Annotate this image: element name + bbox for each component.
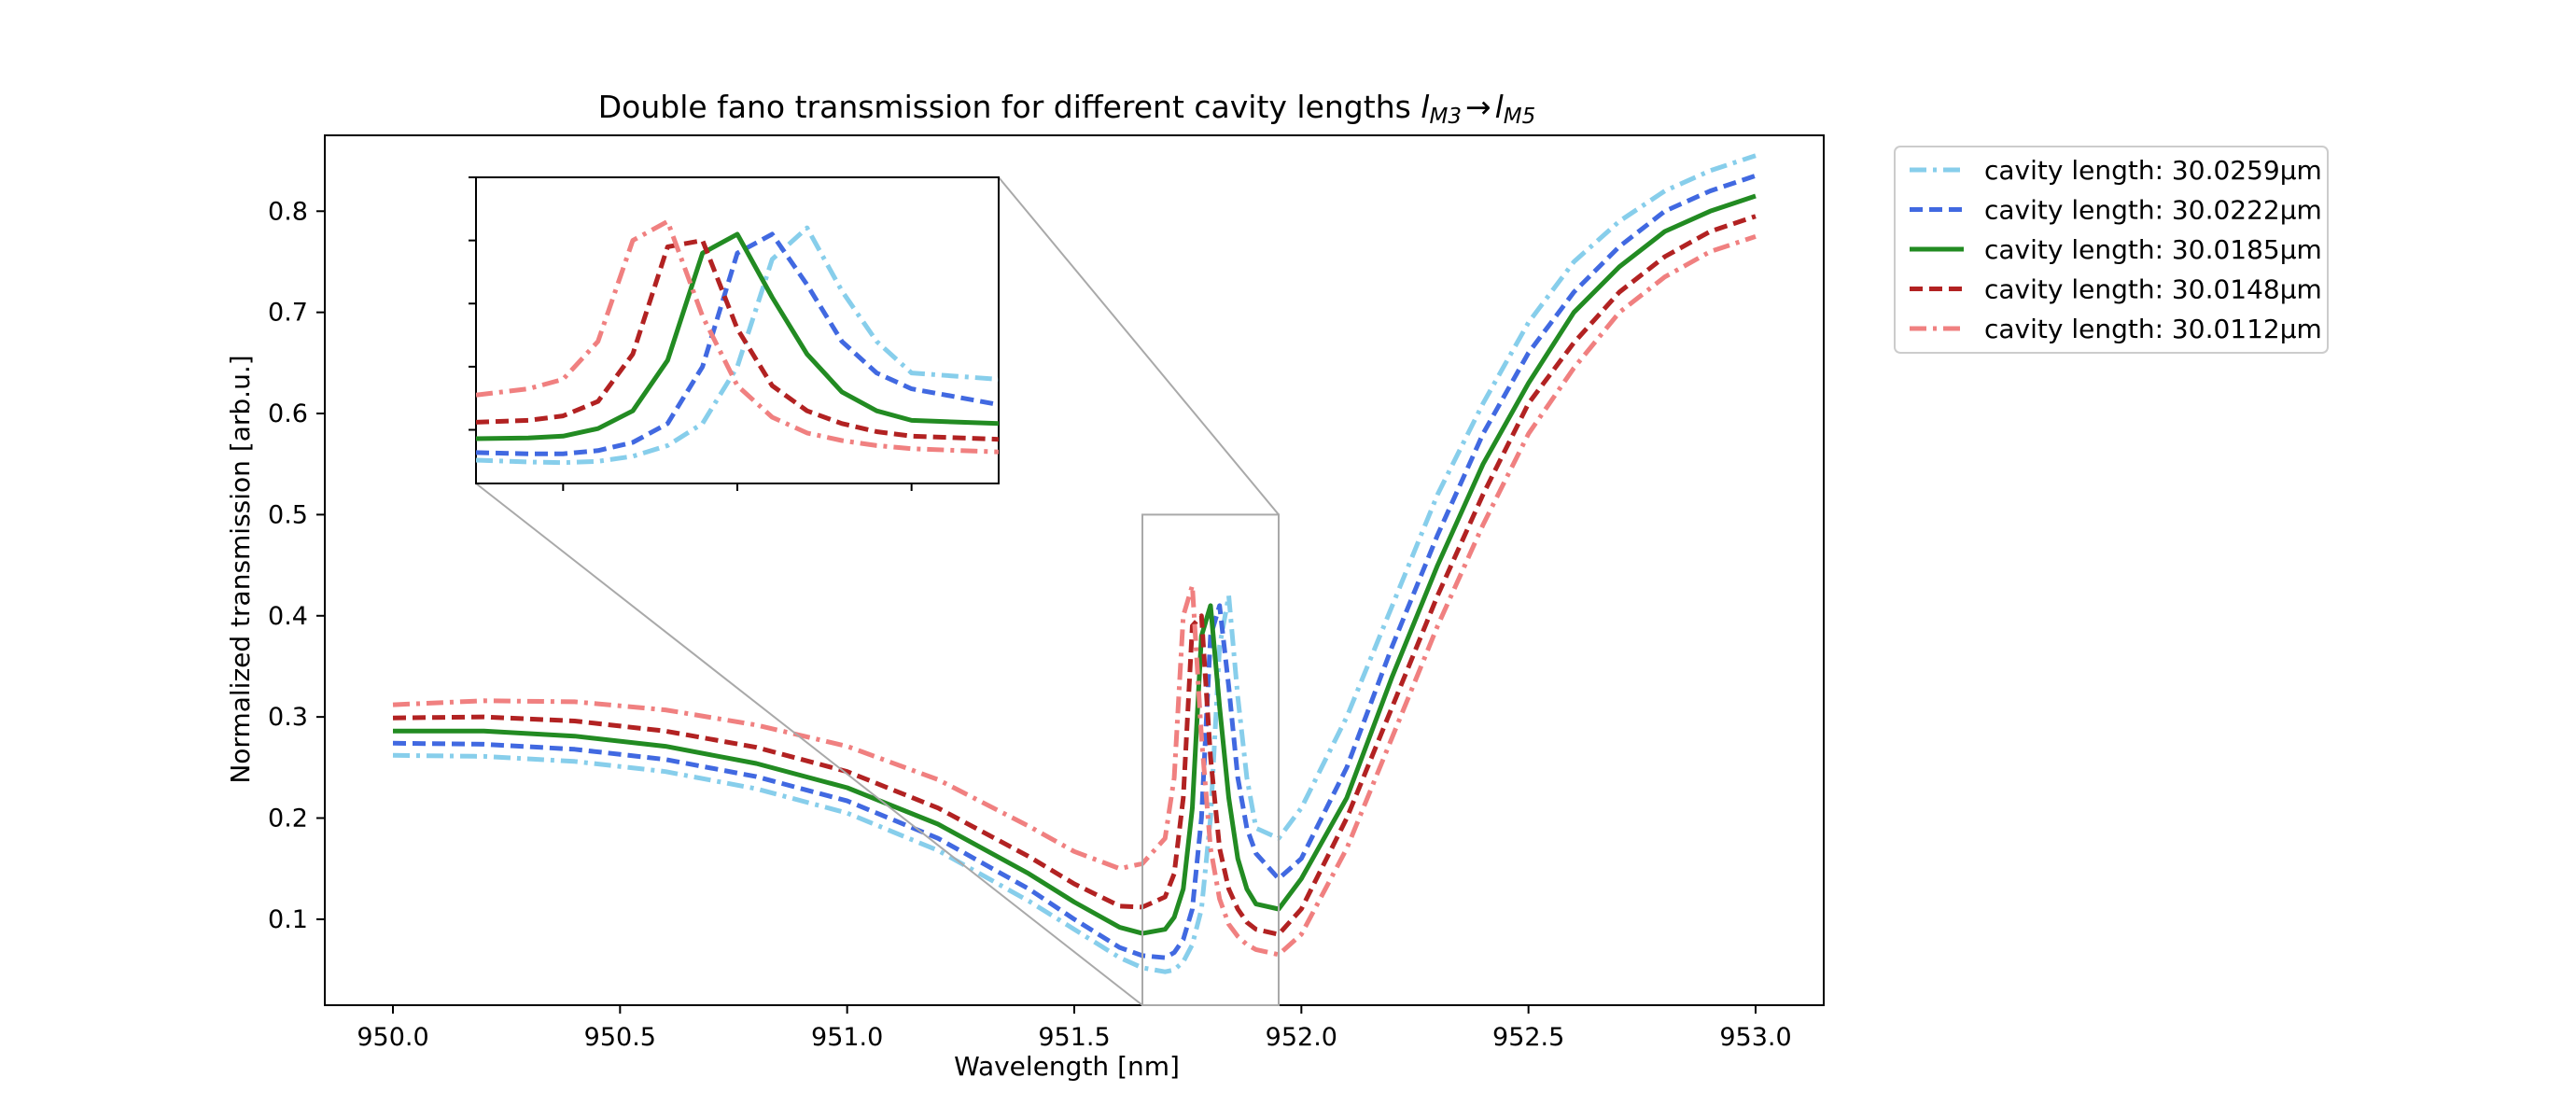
y-tick-label: 0.7 [268, 299, 308, 328]
y-tick-label: 0.2 [268, 805, 308, 833]
inset-series-group [476, 218, 999, 466]
chart-title: Double fano transmission for different c… [598, 89, 1536, 129]
title-arrow: → [1465, 89, 1491, 125]
y-tick-label: 0.4 [268, 602, 308, 631]
legend-label: cavity length: 30.0222µm [1984, 195, 2322, 226]
series-line [393, 193, 1757, 936]
y-tick-label: 0.5 [268, 500, 308, 529]
title-from-base: l [1421, 89, 1429, 125]
title-to-base: l [1495, 89, 1504, 125]
x-tick-label: 952.5 [1492, 1023, 1564, 1052]
title-from-sub: M3 [1429, 105, 1461, 129]
y-axis-label: Normalized transmission [arb.u.] [225, 355, 256, 783]
inset-series-line [476, 231, 999, 441]
y-tick-label: 0.8 [268, 197, 308, 226]
x-tick-label: 951.5 [1038, 1023, 1110, 1052]
y-tick-label: 0.3 [268, 703, 308, 732]
x-tick-label: 953.0 [1719, 1023, 1791, 1052]
y-tick-label: 0.1 [268, 905, 308, 934]
inset-series-line [476, 238, 999, 442]
series-line [392, 153, 1757, 974]
y-tick-label: 0.6 [268, 399, 308, 428]
x-axis-label: Wavelength [nm] [954, 1051, 1180, 1082]
legend: cavity length: 30.0259µm cavity length: 3… [1894, 146, 2329, 354]
legend-frame [1894, 146, 2329, 354]
y-axis: 0.1 0.2 0.3 0.4 0.5 0.6 0.7 0.8 [268, 197, 325, 934]
x-tick-label: 950.0 [357, 1023, 428, 1052]
legend-label: cavity length: 30.0185µm [1984, 234, 2322, 265]
title-to-sub: M5 [1504, 105, 1535, 129]
zoom-connector [998, 176, 1280, 516]
series-line [392, 234, 1757, 958]
x-tick-label: 951.0 [811, 1023, 883, 1052]
x-tick-label: 950.5 [584, 1023, 656, 1052]
legend-label: cavity length: 30.0112µm [1984, 314, 2322, 344]
x-axis: 950.0 950.5 951.0 951.5 952.0 952.5 953.0 [357, 1005, 1792, 1052]
series-line [392, 214, 1757, 937]
inset-series-line [476, 218, 999, 455]
inset-ticks [469, 176, 913, 491]
zoom-indicator [475, 176, 1280, 1006]
x-tick-label: 952.0 [1266, 1023, 1337, 1052]
inset-zoom-plot [469, 176, 1000, 491]
main-series-group [392, 153, 1757, 974]
inset-series-line [476, 225, 999, 466]
series-line [392, 173, 1757, 960]
zoom-connector [475, 483, 1143, 1006]
chart-title-text: Double fano transmission for different c… [598, 89, 1421, 125]
inset-series-line [476, 231, 999, 456]
zoom-region [1141, 513, 1280, 1006]
legend-label: cavity length: 30.0259µm [1984, 155, 2322, 186]
legend-label: cavity length: 30.0148µm [1984, 274, 2322, 305]
